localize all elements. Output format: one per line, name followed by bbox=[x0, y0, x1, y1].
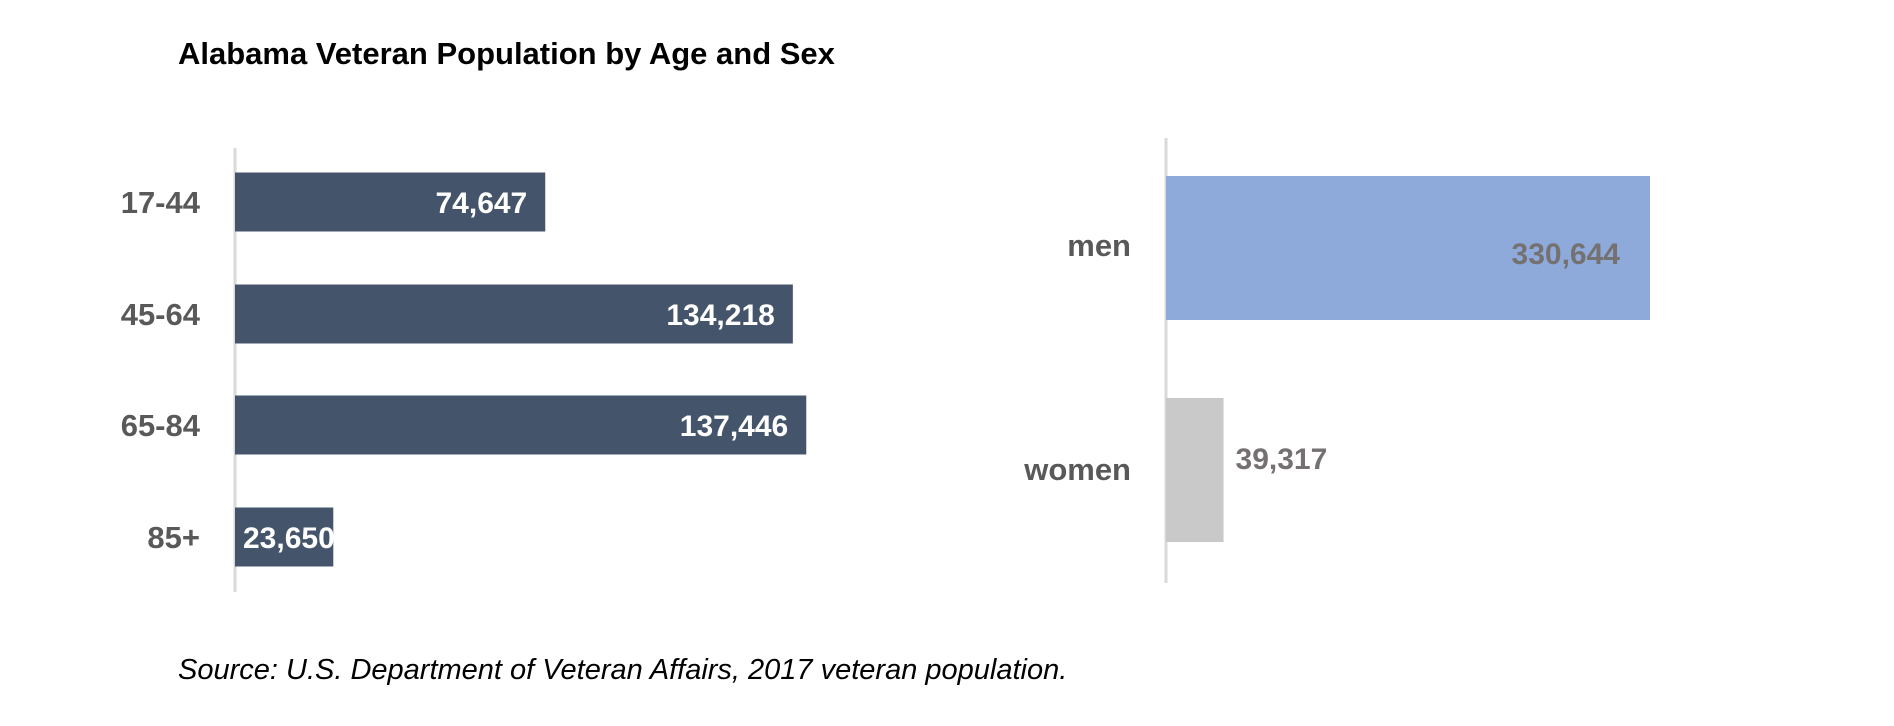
age-category-label: 85+ bbox=[147, 520, 200, 555]
age-bar-65-84 bbox=[235, 395, 807, 455]
sex-bar-women bbox=[1166, 398, 1224, 542]
age-bar-85+ bbox=[235, 507, 334, 567]
age-value-label: 74,647 bbox=[435, 187, 527, 220]
sex-category-label: women bbox=[1023, 452, 1131, 487]
age-value-label: 23,650 bbox=[243, 522, 335, 555]
age-bar-45-64 bbox=[235, 284, 793, 344]
age-category-label: 17-44 bbox=[121, 185, 201, 220]
sex-bar-men bbox=[1166, 176, 1650, 320]
chart-title: Alabama Veteran Population by Age and Se… bbox=[178, 36, 835, 71]
age-category-label: 45-64 bbox=[121, 297, 201, 332]
age-bar-17-44 bbox=[235, 172, 546, 232]
age-value-label: 137,446 bbox=[680, 410, 788, 443]
source-note: Source: U.S. Department of Veteran Affai… bbox=[178, 654, 1068, 686]
age-category-label: 65-84 bbox=[121, 408, 201, 443]
sex-category-label: men bbox=[1067, 228, 1131, 263]
sex-value-label: 330,644 bbox=[1512, 238, 1621, 271]
sex-value-label: 39,317 bbox=[1236, 443, 1328, 476]
age-value-label: 134,218 bbox=[666, 299, 774, 332]
